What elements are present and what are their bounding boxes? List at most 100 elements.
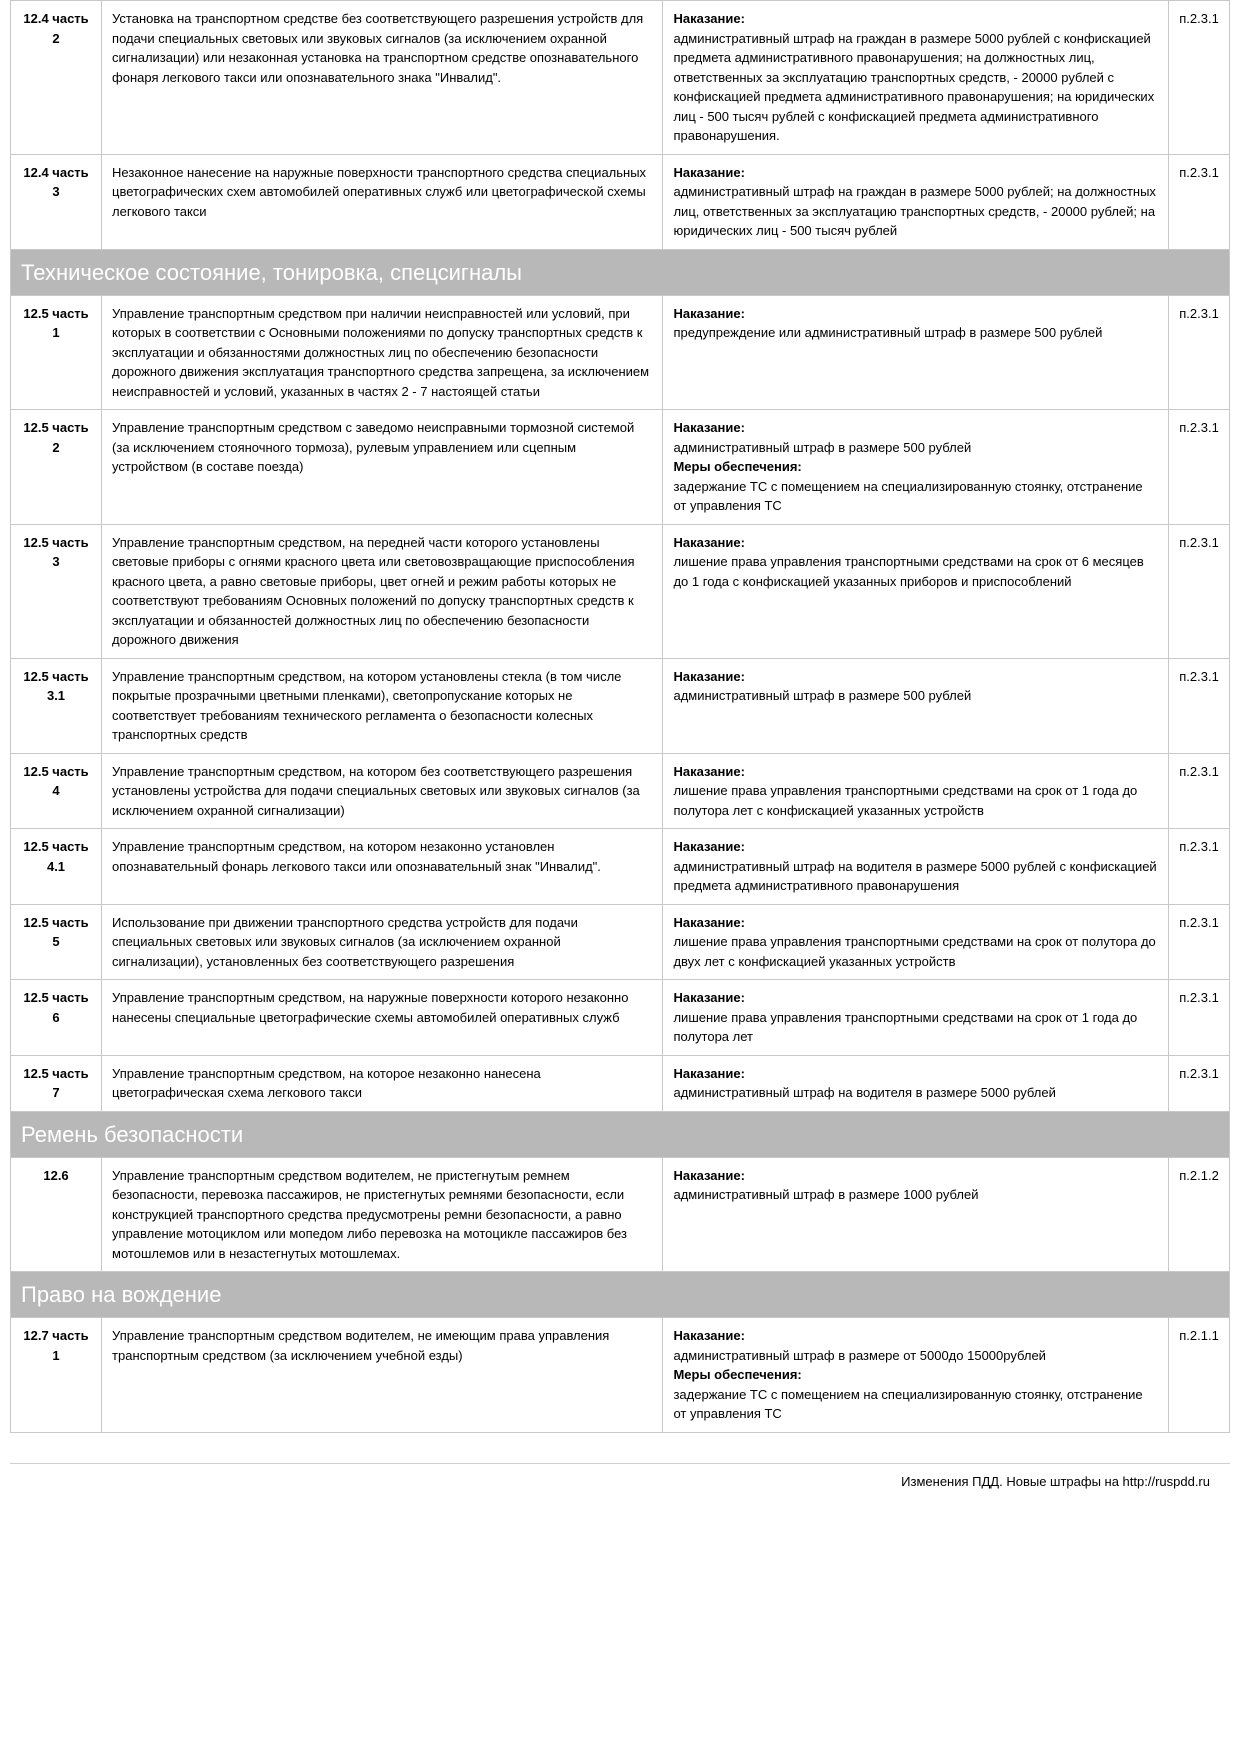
section-header: Ремень безопасности — [11, 1111, 1230, 1157]
violation-ref: п.2.3.1 — [1169, 904, 1230, 980]
violation-ref: п.2.3.1 — [1169, 295, 1230, 410]
table-row: 12.5 часть 3Управление транспортным сред… — [11, 524, 1230, 658]
penalty-label: Наказание: — [673, 420, 744, 435]
table-row: 12.5 часть 4Управление транспортным сред… — [11, 753, 1230, 829]
violation-ref: п.2.3.1 — [1169, 658, 1230, 753]
penalty-label: Наказание: — [673, 669, 744, 684]
section-title: Ремень безопасности — [11, 1111, 1230, 1157]
violation-code: 12.7 часть 1 — [11, 1318, 102, 1433]
penalty-text: предупреждение или административный штра… — [673, 325, 1102, 340]
violation-code: 12.5 часть 7 — [11, 1055, 102, 1111]
violation-description: Управление транспортным средством, на ко… — [102, 1055, 663, 1111]
penalty-text: административный штраф на водителя в раз… — [673, 859, 1156, 894]
violation-ref: п.2.3.1 — [1169, 829, 1230, 905]
violation-penalty: Наказание: административный штраф в разме… — [663, 410, 1169, 525]
penalty-text: административный штраф на граждан в разм… — [673, 31, 1154, 144]
violation-code: 12.5 часть 2 — [11, 410, 102, 525]
violation-penalty: Наказание: административный штраф в разме… — [663, 658, 1169, 753]
violation-code: 12.5 часть 4 — [11, 753, 102, 829]
penalty-text: лишение права управления транспортными с… — [673, 1010, 1137, 1045]
section-header: Техническое состояние, тонировка, спецси… — [11, 249, 1230, 295]
violation-description: Управление транспортным средством водите… — [102, 1157, 663, 1272]
penalty-text: административный штраф в размере 1000 ру… — [673, 1187, 978, 1202]
table-row: 12.6Управление транспортным средством во… — [11, 1157, 1230, 1272]
table-row: 12.5 часть 7Управление транспортным сред… — [11, 1055, 1230, 1111]
section-title: Техническое состояние, тонировка, спецси… — [11, 249, 1230, 295]
violation-ref: п.2.3.1 — [1169, 154, 1230, 249]
violation-code: 12.5 часть 3 — [11, 524, 102, 658]
violation-code: 12.5 часть 3.1 — [11, 658, 102, 753]
violation-penalty: Наказание: лишение права управления транс… — [663, 904, 1169, 980]
penalty-label: Наказание: — [673, 11, 744, 26]
violation-description: Управление транспортным средством, на пе… — [102, 524, 663, 658]
violation-penalty: Наказание: лишение права управления транс… — [663, 753, 1169, 829]
violation-description: Управление транспортным средством с заве… — [102, 410, 663, 525]
penalty-text: административный штраф в размере 500 руб… — [673, 688, 971, 703]
penalty-text: административный штраф в размере от 5000… — [673, 1348, 1045, 1363]
penalty-label: Наказание: — [673, 915, 744, 930]
table-row: 12.5 часть 1Управление транспортным сред… — [11, 295, 1230, 410]
violation-ref: п.2.1.2 — [1169, 1157, 1230, 1272]
violation-ref: п.2.3.1 — [1169, 980, 1230, 1056]
violation-penalty: Наказание: административный штраф на граж… — [663, 1, 1169, 155]
penalty-text: лишение права управления транспортными с… — [673, 783, 1137, 818]
violation-description: Незаконное нанесение на наружные поверхн… — [102, 154, 663, 249]
violation-ref: п.2.3.1 — [1169, 753, 1230, 829]
violation-code: 12.5 часть 1 — [11, 295, 102, 410]
violation-penalty: Наказание: административный штраф в разме… — [663, 1318, 1169, 1433]
violation-description: Управление транспортным средством, на ко… — [102, 753, 663, 829]
violation-penalty: Наказание: лишение права управления транс… — [663, 524, 1169, 658]
violation-description: Установка на транспортном средстве без с… — [102, 1, 663, 155]
penalty-label: Наказание: — [673, 535, 744, 550]
table-row: 12.4 часть 3Незаконное нанесение на нару… — [11, 154, 1230, 249]
violation-penalty: Наказание: административный штраф на води… — [663, 829, 1169, 905]
violation-ref: п.2.1.1 — [1169, 1318, 1230, 1433]
penalty-label: Наказание: — [673, 990, 744, 1005]
table-row: 12.5 часть 3.1Управление транспортным ср… — [11, 658, 1230, 753]
measures-text: задержание ТС с помещением на специализи… — [673, 479, 1142, 514]
penalty-label: Наказание: — [673, 1066, 744, 1081]
table-row: 12.5 часть 4.1Управление транспортным ср… — [11, 829, 1230, 905]
violation-penalty: Наказание: административный штраф в разме… — [663, 1157, 1169, 1272]
violations-table: 12.4 часть 2Установка на транспортном ср… — [10, 0, 1230, 1433]
penalty-text: лишение права управления транспортными с… — [673, 934, 1155, 969]
violation-description: Управление транспортным средством, на ко… — [102, 829, 663, 905]
penalty-label: Наказание: — [673, 306, 744, 321]
violation-description: Управление транспортным средством, на ко… — [102, 658, 663, 753]
measures-label: Меры обеспечения: — [673, 459, 801, 474]
measures-text: задержание ТС с помещением на специализи… — [673, 1387, 1142, 1422]
penalty-label: Наказание: — [673, 839, 744, 854]
violation-code: 12.5 часть 4.1 — [11, 829, 102, 905]
penalty-text: лишение права управления транспортными с… — [673, 554, 1143, 589]
violation-description: Использование при движении транспортного… — [102, 904, 663, 980]
violation-penalty: Наказание: лишение права управления транс… — [663, 980, 1169, 1056]
violation-description: Управление транспортным средством водите… — [102, 1318, 663, 1433]
violation-code: 12.5 часть 5 — [11, 904, 102, 980]
penalty-label: Наказание: — [673, 1328, 744, 1343]
violation-code: 12.4 часть 2 — [11, 1, 102, 155]
violation-ref: п.2.3.1 — [1169, 524, 1230, 658]
penalty-label: Наказание: — [673, 1168, 744, 1183]
violation-penalty: Наказание: административный штраф на води… — [663, 1055, 1169, 1111]
section-header: Право на вождение — [11, 1272, 1230, 1318]
violation-description: Управление транспортным средством, на на… — [102, 980, 663, 1056]
penalty-label: Наказание: — [673, 165, 744, 180]
penalty-text: административный штраф на водителя в раз… — [673, 1085, 1055, 1100]
measures-label: Меры обеспечения: — [673, 1367, 801, 1382]
table-row: 12.5 часть 5Использование при движении т… — [11, 904, 1230, 980]
violation-code: 12.4 часть 3 — [11, 154, 102, 249]
page-footer: Изменения ПДД. Новые штрафы на http://ru… — [10, 1463, 1230, 1509]
section-title: Право на вождение — [11, 1272, 1230, 1318]
penalty-text: административный штраф в размере 500 руб… — [673, 440, 971, 455]
violation-description: Управление транспортным средством при на… — [102, 295, 663, 410]
violation-penalty: Наказание: предупреждение или администрат… — [663, 295, 1169, 410]
violation-penalty: Наказание: административный штраф на граж… — [663, 154, 1169, 249]
violation-ref: п.2.3.1 — [1169, 1, 1230, 155]
table-row: 12.5 часть 2Управление транспортным сред… — [11, 410, 1230, 525]
penalty-label: Наказание: — [673, 764, 744, 779]
table-row: 12.5 часть 6Управление транспортным сред… — [11, 980, 1230, 1056]
penalty-text: административный штраф на граждан в разм… — [673, 184, 1155, 238]
violation-code: 12.5 часть 6 — [11, 980, 102, 1056]
violation-code: 12.6 — [11, 1157, 102, 1272]
violation-ref: п.2.3.1 — [1169, 1055, 1230, 1111]
